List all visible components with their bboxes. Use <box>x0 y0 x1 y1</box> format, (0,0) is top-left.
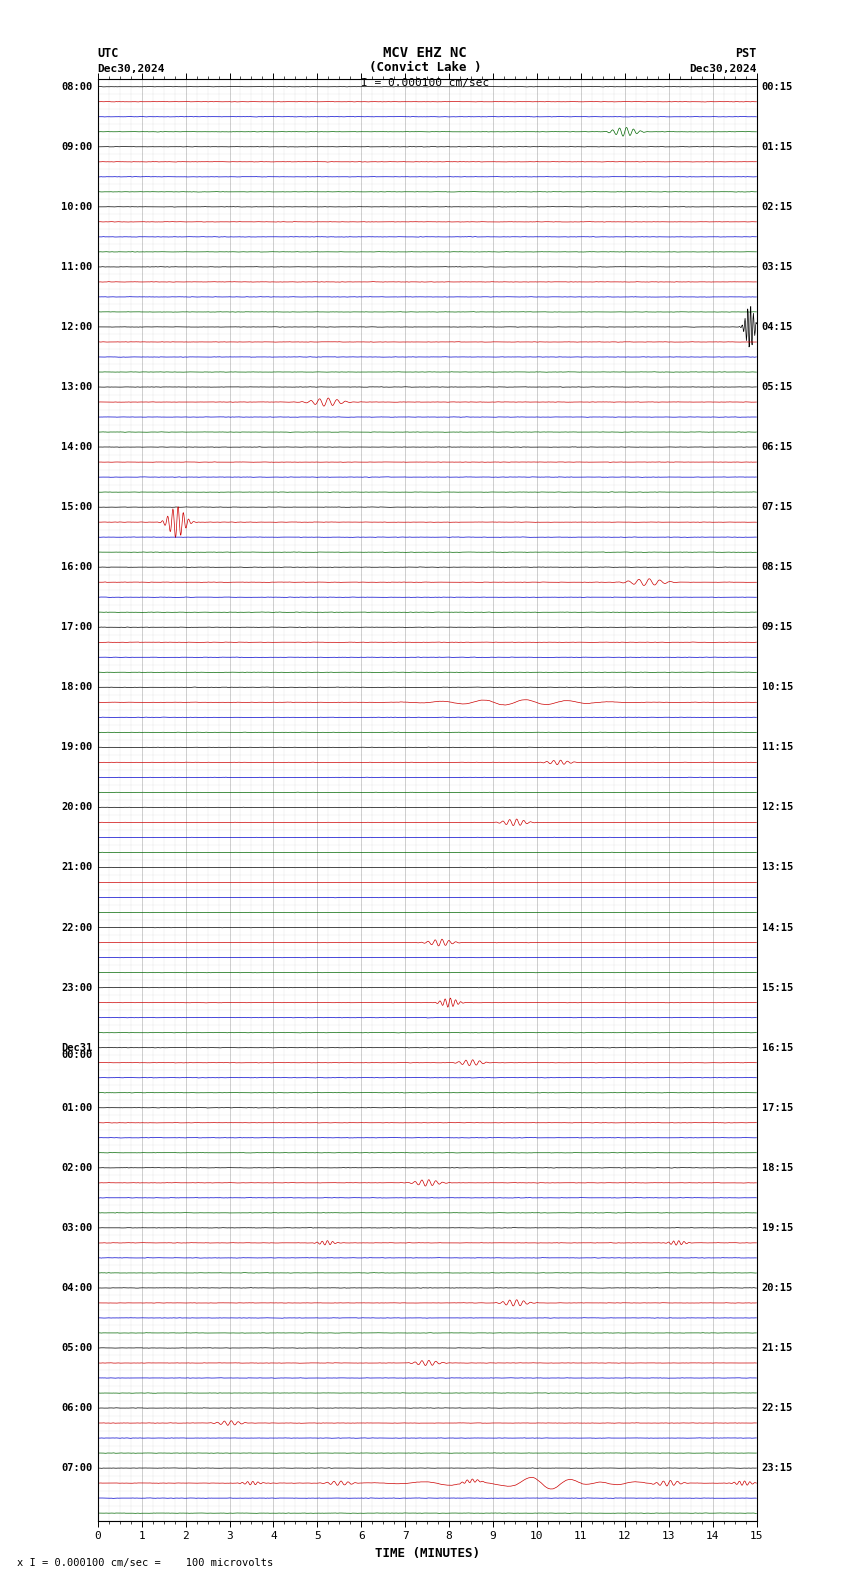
Text: x I = 0.000100 cm/sec =    100 microvolts: x I = 0.000100 cm/sec = 100 microvolts <box>17 1559 273 1568</box>
Text: MCV EHZ NC: MCV EHZ NC <box>383 46 467 60</box>
Text: 22:00: 22:00 <box>61 922 93 933</box>
Text: 12:00: 12:00 <box>61 322 93 333</box>
Text: 01:15: 01:15 <box>762 141 793 152</box>
Text: 17:00: 17:00 <box>61 623 93 632</box>
Text: 03:15: 03:15 <box>762 261 793 272</box>
Text: 19:15: 19:15 <box>762 1223 793 1232</box>
Text: 07:15: 07:15 <box>762 502 793 512</box>
Text: Dec31: Dec31 <box>61 1042 93 1053</box>
Text: 04:15: 04:15 <box>762 322 793 333</box>
Text: 09:00: 09:00 <box>61 141 93 152</box>
Text: Dec30,2024: Dec30,2024 <box>689 65 756 74</box>
Text: PST: PST <box>735 48 756 60</box>
Text: 21:15: 21:15 <box>762 1343 793 1353</box>
Text: 22:15: 22:15 <box>762 1403 793 1413</box>
Text: 15:15: 15:15 <box>762 982 793 993</box>
Text: 07:00: 07:00 <box>61 1464 93 1473</box>
Text: 20:15: 20:15 <box>762 1283 793 1293</box>
Text: I = 0.000100 cm/sec: I = 0.000100 cm/sec <box>361 78 489 87</box>
Text: 06:15: 06:15 <box>762 442 793 451</box>
Text: 16:00: 16:00 <box>61 562 93 572</box>
Text: 18:15: 18:15 <box>762 1163 793 1172</box>
Text: 19:00: 19:00 <box>61 743 93 752</box>
Text: 16:15: 16:15 <box>762 1042 793 1053</box>
Text: 03:00: 03:00 <box>61 1223 93 1232</box>
X-axis label: TIME (MINUTES): TIME (MINUTES) <box>375 1546 479 1560</box>
Text: 00:00: 00:00 <box>61 1050 93 1060</box>
Text: 08:00: 08:00 <box>61 82 93 92</box>
Text: 02:00: 02:00 <box>61 1163 93 1172</box>
Text: 17:15: 17:15 <box>762 1102 793 1112</box>
Text: 15:00: 15:00 <box>61 502 93 512</box>
Text: 00:15: 00:15 <box>762 82 793 92</box>
Text: 09:15: 09:15 <box>762 623 793 632</box>
Text: 02:15: 02:15 <box>762 201 793 212</box>
Text: 06:00: 06:00 <box>61 1403 93 1413</box>
Text: 14:15: 14:15 <box>762 922 793 933</box>
Text: 21:00: 21:00 <box>61 862 93 873</box>
Text: UTC: UTC <box>98 48 119 60</box>
Text: 20:00: 20:00 <box>61 803 93 813</box>
Text: 10:15: 10:15 <box>762 683 793 692</box>
Text: 18:00: 18:00 <box>61 683 93 692</box>
Text: 14:00: 14:00 <box>61 442 93 451</box>
Text: 10:00: 10:00 <box>61 201 93 212</box>
Text: 23:15: 23:15 <box>762 1464 793 1473</box>
Text: 13:00: 13:00 <box>61 382 93 391</box>
Text: 12:15: 12:15 <box>762 803 793 813</box>
Text: 05:15: 05:15 <box>762 382 793 391</box>
Text: 01:00: 01:00 <box>61 1102 93 1112</box>
Text: 11:15: 11:15 <box>762 743 793 752</box>
Text: 05:00: 05:00 <box>61 1343 93 1353</box>
Text: (Convict Lake ): (Convict Lake ) <box>369 62 481 74</box>
Text: 08:15: 08:15 <box>762 562 793 572</box>
Text: 23:00: 23:00 <box>61 982 93 993</box>
Text: 04:00: 04:00 <box>61 1283 93 1293</box>
Text: 13:15: 13:15 <box>762 862 793 873</box>
Text: 11:00: 11:00 <box>61 261 93 272</box>
Text: Dec30,2024: Dec30,2024 <box>98 65 165 74</box>
